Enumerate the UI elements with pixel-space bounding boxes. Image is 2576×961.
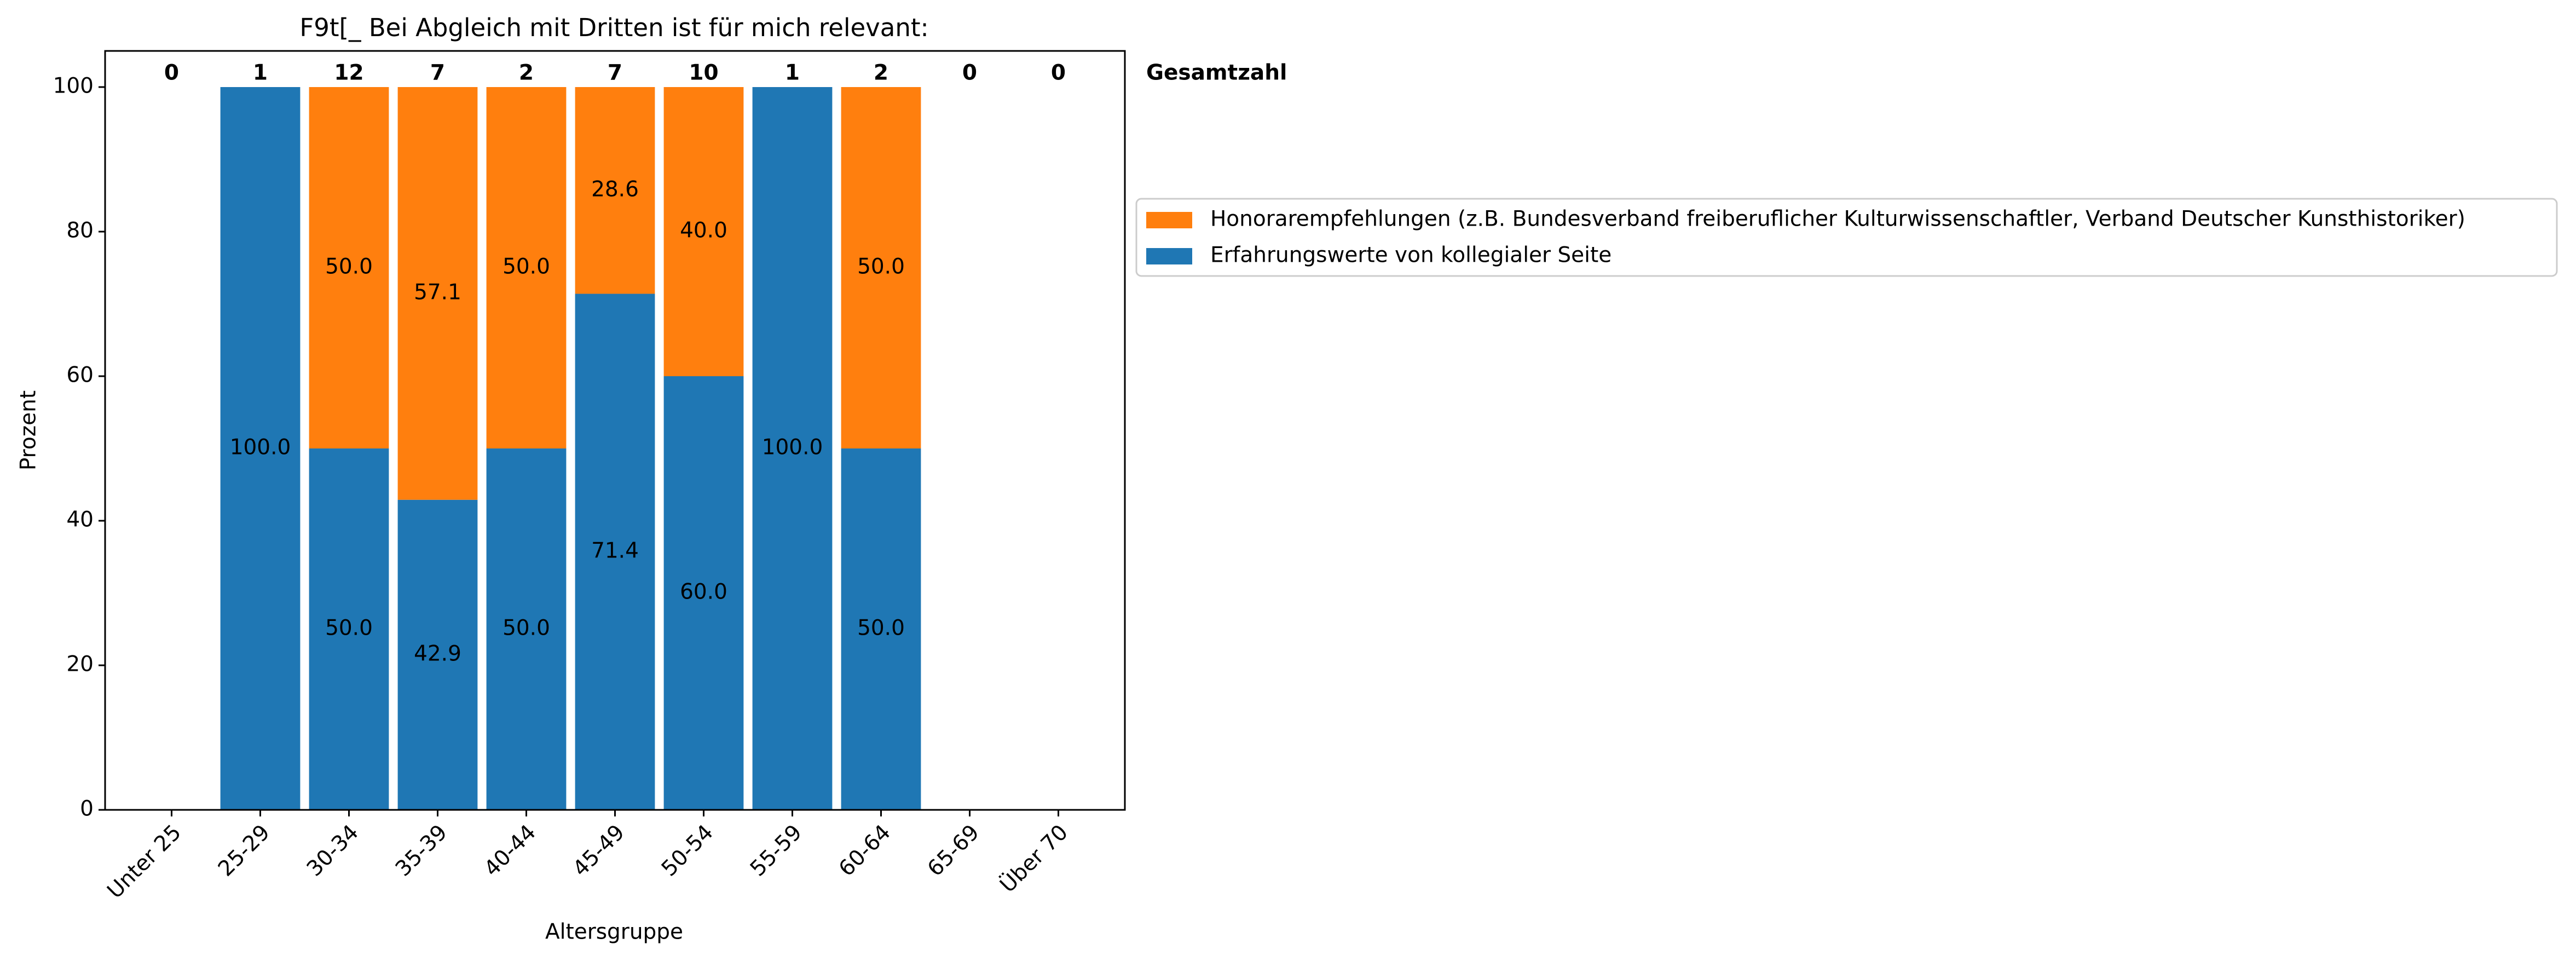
total-label: 12: [334, 61, 363, 85]
bar-segment: [309, 87, 389, 449]
bar-segment: [309, 448, 389, 810]
y-tick-label: 0: [80, 796, 94, 821]
bar-value-label: 50.0: [503, 615, 550, 640]
y-tick-label: 60: [66, 363, 94, 388]
bar-segment: [486, 448, 567, 810]
bar-value-label: 50.0: [857, 255, 905, 279]
total-label: 1: [785, 61, 800, 85]
total-label: 7: [608, 61, 622, 85]
axes-frame: [104, 50, 1126, 811]
bar-segment: [397, 87, 478, 500]
total-label: 0: [164, 61, 179, 85]
bar-value-label: 50.0: [325, 615, 373, 640]
bar-value-label: 100.0: [230, 435, 291, 460]
total-label: 2: [519, 61, 534, 85]
bar-segment: [486, 87, 567, 449]
y-tick-label: 20: [66, 652, 94, 676]
bar-segment: [752, 87, 833, 810]
bar-value-label: 57.1: [414, 280, 461, 304]
bar-value-label: 28.6: [591, 177, 639, 202]
bar-segment: [397, 499, 478, 810]
total-label: 2: [874, 61, 888, 85]
total-label: 0: [962, 61, 977, 85]
legend-label: Erfahrungswerte von kollegialer Seite: [1210, 243, 1612, 268]
bar-segment: [220, 87, 301, 810]
bar-value-label: 40.0: [680, 218, 727, 243]
legend-box: [1135, 198, 2558, 277]
bar-value-label: 60.0: [680, 579, 727, 604]
bar-value-label: 71.4: [591, 538, 639, 563]
bar-segment: [575, 87, 655, 294]
total-label: 10: [689, 61, 718, 85]
bar-segment: [841, 448, 921, 810]
chart-title: F9t[_ Bei Abgleich mit Dritten ist für m…: [299, 13, 928, 42]
y-tick-label: 100: [53, 74, 94, 99]
x-axis-label: Altersgruppe: [545, 919, 683, 944]
bar-value-label: 100.0: [762, 435, 823, 460]
y-tick-label: 80: [66, 218, 94, 243]
bar-value-label: 50.0: [325, 255, 373, 279]
y-tick-label: 40: [66, 507, 94, 532]
total-label: 1: [253, 61, 268, 85]
bar-segment: [575, 294, 655, 810]
bar-value-label: 50.0: [857, 615, 905, 640]
bar-value-label: 50.0: [503, 255, 550, 279]
total-label: 0: [1051, 61, 1066, 85]
bar-value-label: 42.9: [414, 641, 461, 666]
bar-segment: [663, 376, 744, 810]
bar-segment: [663, 87, 744, 377]
y-axis-label: Prozent: [16, 390, 41, 470]
legend-swatch: [1146, 212, 1192, 229]
totals-label: Gesamtzahl: [1146, 61, 1287, 85]
legend-swatch: [1146, 248, 1192, 265]
bar-segment: [841, 87, 921, 449]
legend-label: Honorarempfehlungen (z.B. Bundesverband …: [1210, 207, 2465, 232]
total-label: 7: [430, 61, 445, 85]
